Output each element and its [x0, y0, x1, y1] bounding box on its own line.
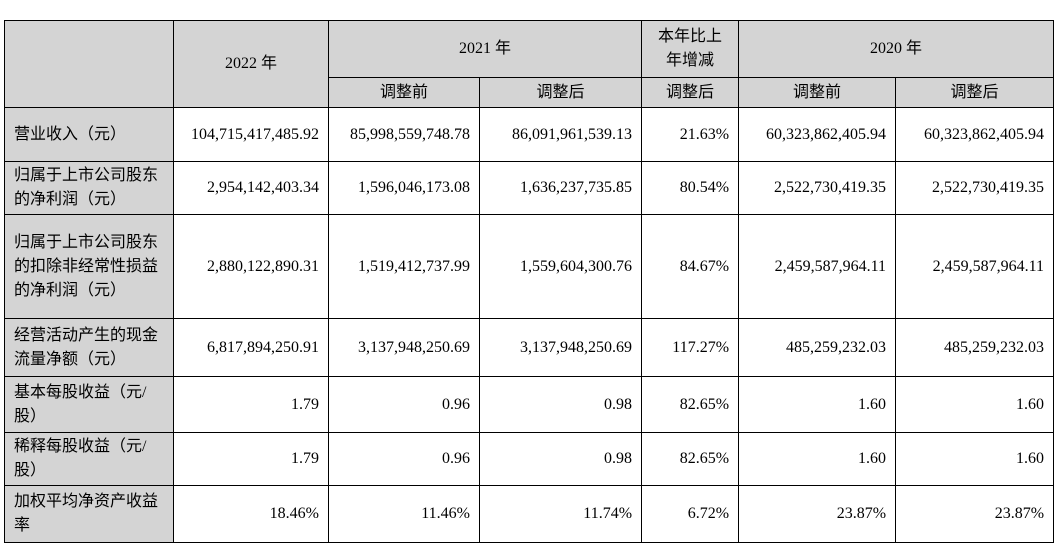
cell-change: 80.54%	[641, 161, 740, 215]
cell-2021-pre: 0.96	[328, 432, 480, 486]
cell-2022: 18.46%	[173, 485, 329, 543]
cell-2021-pre: 11.46%	[328, 485, 480, 543]
table-row: 营业收入（元） 104,715,417,485.92 85,998,559,74…	[4, 107, 1055, 162]
cell-2022: 1.79	[173, 376, 329, 433]
cell-2020-pre: 23.87%	[738, 485, 897, 543]
cell-2020-post: 23.87%	[895, 485, 1055, 543]
row-label: 归属于上市公司股东的扣除非经常性损益的净利润（元）	[4, 214, 174, 319]
cell-2021-post: 1,636,237,735.85	[478, 161, 643, 215]
row-label: 归属于上市公司股东的净利润（元）	[4, 161, 174, 215]
cell-2021-post: 1,559,604,300.76	[478, 214, 643, 319]
cell-2020-post: 485,259,232.03	[895, 318, 1055, 377]
cell-2021-post: 86,091,961,539.13	[478, 107, 643, 162]
cell-2022: 2,954,142,403.34	[173, 161, 329, 215]
header-corner-cell	[4, 20, 174, 108]
cell-2021-post: 11.74%	[478, 485, 643, 543]
table-row: 基本每股收益（元/股） 1.79 0.96 0.98 82.65% 1.60 1…	[4, 376, 1055, 433]
row-label: 营业收入（元）	[4, 107, 174, 162]
subheader-2021-post: 调整后	[478, 77, 643, 108]
table-row: 经营活动产生的现金流量净额（元） 6,817,894,250.91 3,137,…	[4, 318, 1055, 377]
cell-2021-pre: 0.96	[328, 376, 480, 433]
cell-change: 82.65%	[641, 432, 740, 486]
subheader-2020-pre: 调整前	[738, 77, 897, 108]
row-label: 稀释每股收益（元/股）	[4, 432, 174, 486]
cell-change: 6.72%	[641, 485, 740, 543]
table-row: 归属于上市公司股东的净利润（元） 2,954,142,403.34 1,596,…	[4, 161, 1055, 215]
cell-2020-pre: 1.60	[738, 432, 897, 486]
cell-2020-pre: 1.60	[738, 376, 897, 433]
cell-2021-pre: 1,519,412,737.99	[328, 214, 480, 319]
header-change: 本年比上年增减	[641, 20, 740, 78]
header-2020: 2020 年	[738, 20, 1055, 78]
cell-2020-post: 2,522,730,419.35	[895, 161, 1055, 215]
cell-2020-post: 2,459,587,964.11	[895, 214, 1055, 319]
financial-indicators-table: 2022 年 2021 年 本年比上年增减 2020 年 调整前 调整后 调整后…	[4, 20, 1055, 543]
cell-2021-post: 0.98	[478, 432, 643, 486]
cell-2020-post: 60,323,862,405.94	[895, 107, 1055, 162]
cell-2020-pre: 60,323,862,405.94	[738, 107, 897, 162]
cell-2020-pre: 2,459,587,964.11	[738, 214, 897, 319]
table-row: 加权平均净资产收益率 18.46% 11.46% 11.74% 6.72% 23…	[4, 485, 1055, 543]
header-2022: 2022 年	[173, 20, 329, 108]
cell-2021-pre: 85,998,559,748.78	[328, 107, 480, 162]
subheader-change-post: 调整后	[641, 77, 740, 108]
cell-2022: 6,817,894,250.91	[173, 318, 329, 377]
row-label: 加权平均净资产收益率	[4, 485, 174, 543]
row-label: 经营活动产生的现金流量净额（元）	[4, 318, 174, 377]
header-2021: 2021 年	[327, 20, 643, 78]
subheader-2020-post: 调整后	[895, 77, 1055, 108]
cell-2020-post: 1.60	[895, 432, 1055, 486]
cell-2021-post: 0.98	[478, 376, 643, 433]
cell-change: 117.27%	[641, 318, 740, 377]
table-row: 归属于上市公司股东的扣除非经常性损益的净利润（元） 2,880,122,890.…	[4, 214, 1055, 319]
cell-2022: 104,715,417,485.92	[173, 107, 329, 162]
cell-2021-pre: 1,596,046,173.08	[328, 161, 480, 215]
cell-2020-pre: 2,522,730,419.35	[738, 161, 897, 215]
cell-2020-pre: 485,259,232.03	[738, 318, 897, 377]
cell-2022: 1.79	[173, 432, 329, 486]
row-label: 基本每股收益（元/股）	[4, 376, 174, 433]
cell-2021-pre: 3,137,948,250.69	[328, 318, 480, 377]
cell-change: 82.65%	[641, 376, 740, 433]
subheader-2021-pre: 调整前	[328, 77, 480, 108]
cell-2021-post: 3,137,948,250.69	[478, 318, 643, 377]
table-row: 稀释每股收益（元/股） 1.79 0.96 0.98 82.65% 1.60 1…	[4, 432, 1055, 486]
cell-change: 84.67%	[641, 214, 740, 319]
cell-2022: 2,880,122,890.31	[173, 214, 329, 319]
cell-2020-post: 1.60	[895, 376, 1055, 433]
cell-change: 21.63%	[641, 107, 740, 162]
